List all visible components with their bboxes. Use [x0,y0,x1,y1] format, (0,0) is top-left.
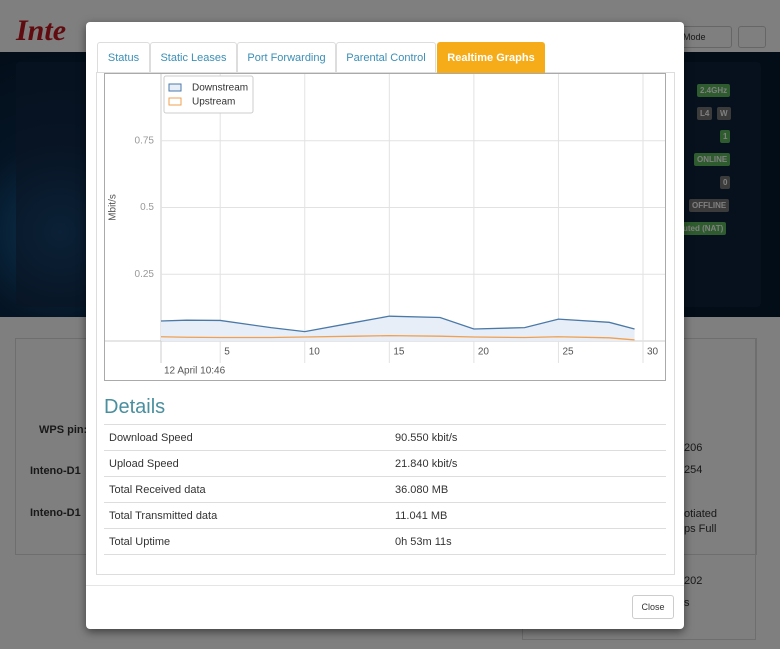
tab[interactable]: Port Forwarding [237,42,336,73]
x-tick-label: 20 [478,347,490,358]
x-tick-label: 30 [647,347,659,358]
details-row: Total Transmitted data 11.041 MB [104,502,666,529]
detail-label: Total Received data [104,476,390,503]
detail-value: 0h 53m 11s [390,528,666,555]
y-tick-label: 0.25 [135,269,155,280]
x-tick-label: 25 [562,347,574,358]
x-tick-label: 10 [309,347,321,358]
close-button[interactable]: Close [632,595,674,619]
details-row: Total Received data 36.080 MB [104,476,666,503]
tab-content [96,72,675,575]
legend-label: Upstream [192,97,235,108]
legend-box [163,75,254,114]
tab[interactable]: Status [97,42,150,73]
detail-label: Total Uptime [104,528,390,555]
detail-value: 36.080 MB [390,476,666,503]
details-table: Download Speed 90.550 kbit/s Upload Speed 2… [104,424,666,555]
detail-value: 11.041 MB [390,502,666,529]
x-caption: 12 April 10:46 [164,366,226,377]
line [160,315,635,333]
tab-line [96,72,674,73]
details-row: Total Uptime 0h 53m 11s [104,528,666,555]
y-tick-label: 0.5 [140,202,154,213]
x-tick-label: 5 [224,347,230,358]
x-tick-label: 15 [393,347,405,358]
details-row: Download Speed 90.550 kbit/s [104,424,666,451]
line [160,335,635,341]
legend-swatch [168,97,182,106]
legend-swatch [168,83,182,92]
tab[interactable]: Parental Control [336,42,436,73]
tab[interactable]: Static Leases [150,42,237,73]
tab[interactable]: Realtime Graphs [437,42,545,73]
details-title: Details [104,396,166,418]
y-tick-label: 0.75 [135,135,155,146]
details-row: Upload Speed 21.840 kbit/s [104,450,666,477]
detail-label: Upload Speed [104,450,390,477]
y-axis-label: Mbit/s [108,194,119,221]
detail-value: 21.840 kbit/s [390,450,666,477]
footer-line [86,585,684,586]
legend-label: Downstream [192,83,248,94]
chart: 0.25 0.5 0.75 5 10 15 20 25 30 Mbit/s 12 April 10:… [104,73,666,381]
area [161,316,635,341]
detail-label: Download Speed [104,424,390,451]
detail-label: Total Transmitted data [104,502,390,529]
detail-value: 90.550 kbit/s [390,424,666,451]
